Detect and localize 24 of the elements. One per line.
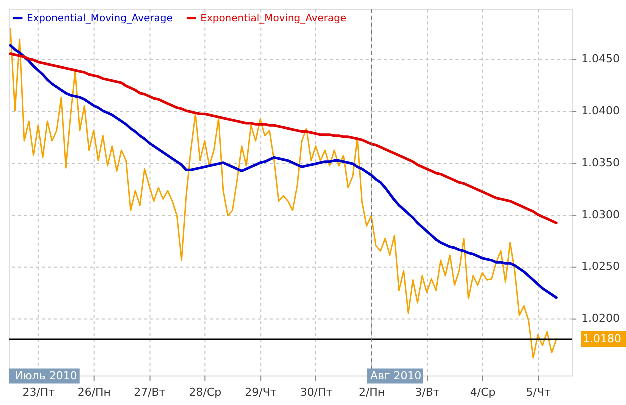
y-tick-label: 1.0200: [582, 312, 620, 326]
x-tick-label: 5/Чт: [526, 386, 552, 400]
ref-line-label: 1.0180: [583, 332, 622, 346]
line-series: [9, 52, 558, 224]
line-series: [10, 28, 558, 359]
y-tick-label: 1.0400: [582, 104, 620, 118]
x-tick-label: 28/Ср: [189, 386, 222, 400]
x-tick-label: 27/Вт: [134, 386, 166, 400]
ref-line-label: Авг 2010: [370, 370, 422, 383]
x-tick-label: 29/Чт: [245, 386, 278, 400]
annotation: Июль 2010: [14, 370, 78, 383]
line-series: [9, 44, 558, 300]
legend-label: Exponential_Moving_Average: [26, 13, 173, 24]
x-tick-label: 23/Пт: [22, 386, 56, 400]
y-tick-label: 1.0250: [582, 260, 620, 274]
y-tick-label: 1.0350: [582, 156, 620, 170]
legend-label: Exponential_Moving_Average: [200, 13, 347, 24]
x-tick-label: 3/Вт: [415, 386, 440, 400]
x-tick-label: 4/Ср: [470, 386, 496, 400]
x-tick-label: 30/Пт: [300, 386, 334, 400]
x-tick-label: 2/Пн: [358, 386, 386, 400]
y-tick-label: 1.0300: [582, 208, 620, 222]
x-tick-label: 26/Пн: [78, 386, 111, 400]
y-tick-label: 1.0450: [582, 52, 620, 66]
